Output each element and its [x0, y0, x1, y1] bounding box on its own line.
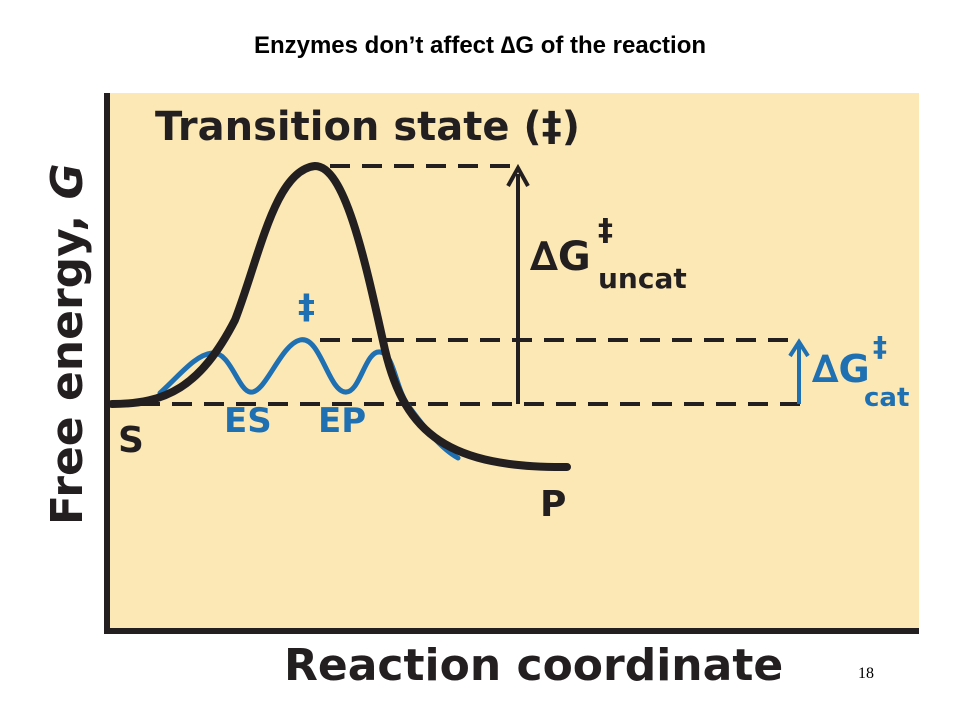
catalyzed-ts-label: ‡ [298, 287, 315, 327]
es-label: ES [224, 401, 272, 441]
dg-cat-subscript: cat [864, 383, 909, 413]
x-axis-label: Reaction coordinate [284, 640, 783, 691]
dg-uncat-label: ∆G [530, 234, 591, 280]
dg-uncat-arrow-head [506, 163, 530, 187]
transition-state-label: Transition state (‡) [155, 104, 580, 150]
dg-cat-label: ∆G [812, 347, 870, 391]
plot-background [107, 93, 919, 631]
dg-cat-arrow-head [788, 338, 810, 358]
dg-cat-superscript: ‡ [873, 330, 887, 363]
y-axis-label-text: Free energy, [42, 200, 93, 525]
dg-uncat-superscript: ‡ [598, 213, 613, 248]
page-number: 18 [858, 665, 874, 682]
uncatalyzed-curve [108, 161, 571, 472]
product-label: P [540, 484, 566, 525]
y-axis-label-g: G [42, 163, 93, 199]
dg-uncat-subscript: uncat [598, 262, 687, 295]
ep-label: EP [318, 401, 366, 441]
slide-title: Enzymes don’t affect ∆G of the reaction [253, 32, 707, 59]
substrate-label: S [118, 420, 144, 461]
y-axis-label: Free energy, G [42, 163, 93, 525]
